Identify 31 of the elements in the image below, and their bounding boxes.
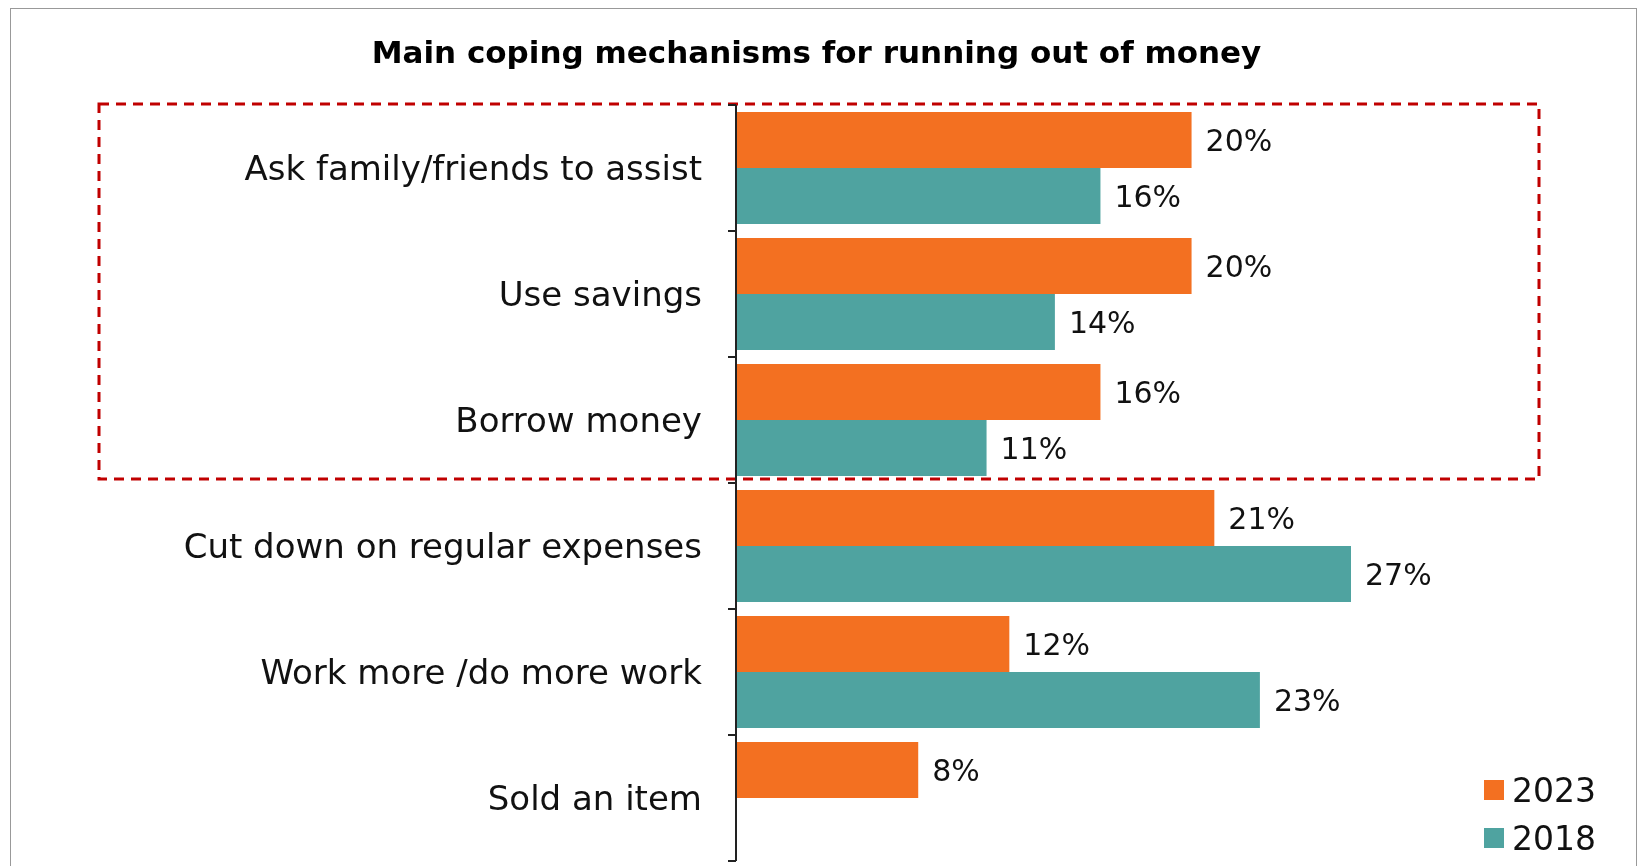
data-label: 16% [1114, 178, 1182, 214]
y-tick-label: Cut down on regular expenses [183, 526, 702, 566]
bar [736, 168, 1101, 224]
y-tick-label: Borrow money [455, 400, 702, 440]
bar [736, 742, 919, 798]
data-label: 12% [1023, 626, 1091, 662]
bar [736, 294, 1055, 350]
legend-label: 2023 [1512, 770, 1596, 810]
data-label: 16% [1114, 374, 1182, 410]
data-label: 23% [1273, 682, 1341, 718]
bar [736, 546, 1351, 602]
bar [736, 112, 1192, 168]
bar [736, 616, 1010, 672]
data-label: 27% [1365, 556, 1432, 592]
bar [736, 490, 1215, 546]
y-tick-label: Sold an item [487, 778, 702, 818]
chart-title: Main coping mechanisms for running out of money [371, 34, 1262, 70]
bar [736, 672, 1260, 728]
data-label: 14% [1068, 304, 1136, 340]
y-tick-label: Work more /do more work [260, 652, 703, 692]
data-label: 11% [1000, 430, 1068, 466]
data-label: 21% [1228, 500, 1296, 536]
y-tick-label: Use savings [498, 274, 702, 314]
y-tick-label: Ask family/friends to assist [244, 148, 702, 188]
bar [736, 364, 1101, 420]
data-label: 8% [932, 752, 980, 788]
legend-label: 2018 [1512, 818, 1596, 858]
data-label: 20% [1205, 122, 1273, 158]
bar [736, 238, 1192, 294]
bar [736, 420, 987, 476]
data-label: 20% [1205, 248, 1273, 284]
